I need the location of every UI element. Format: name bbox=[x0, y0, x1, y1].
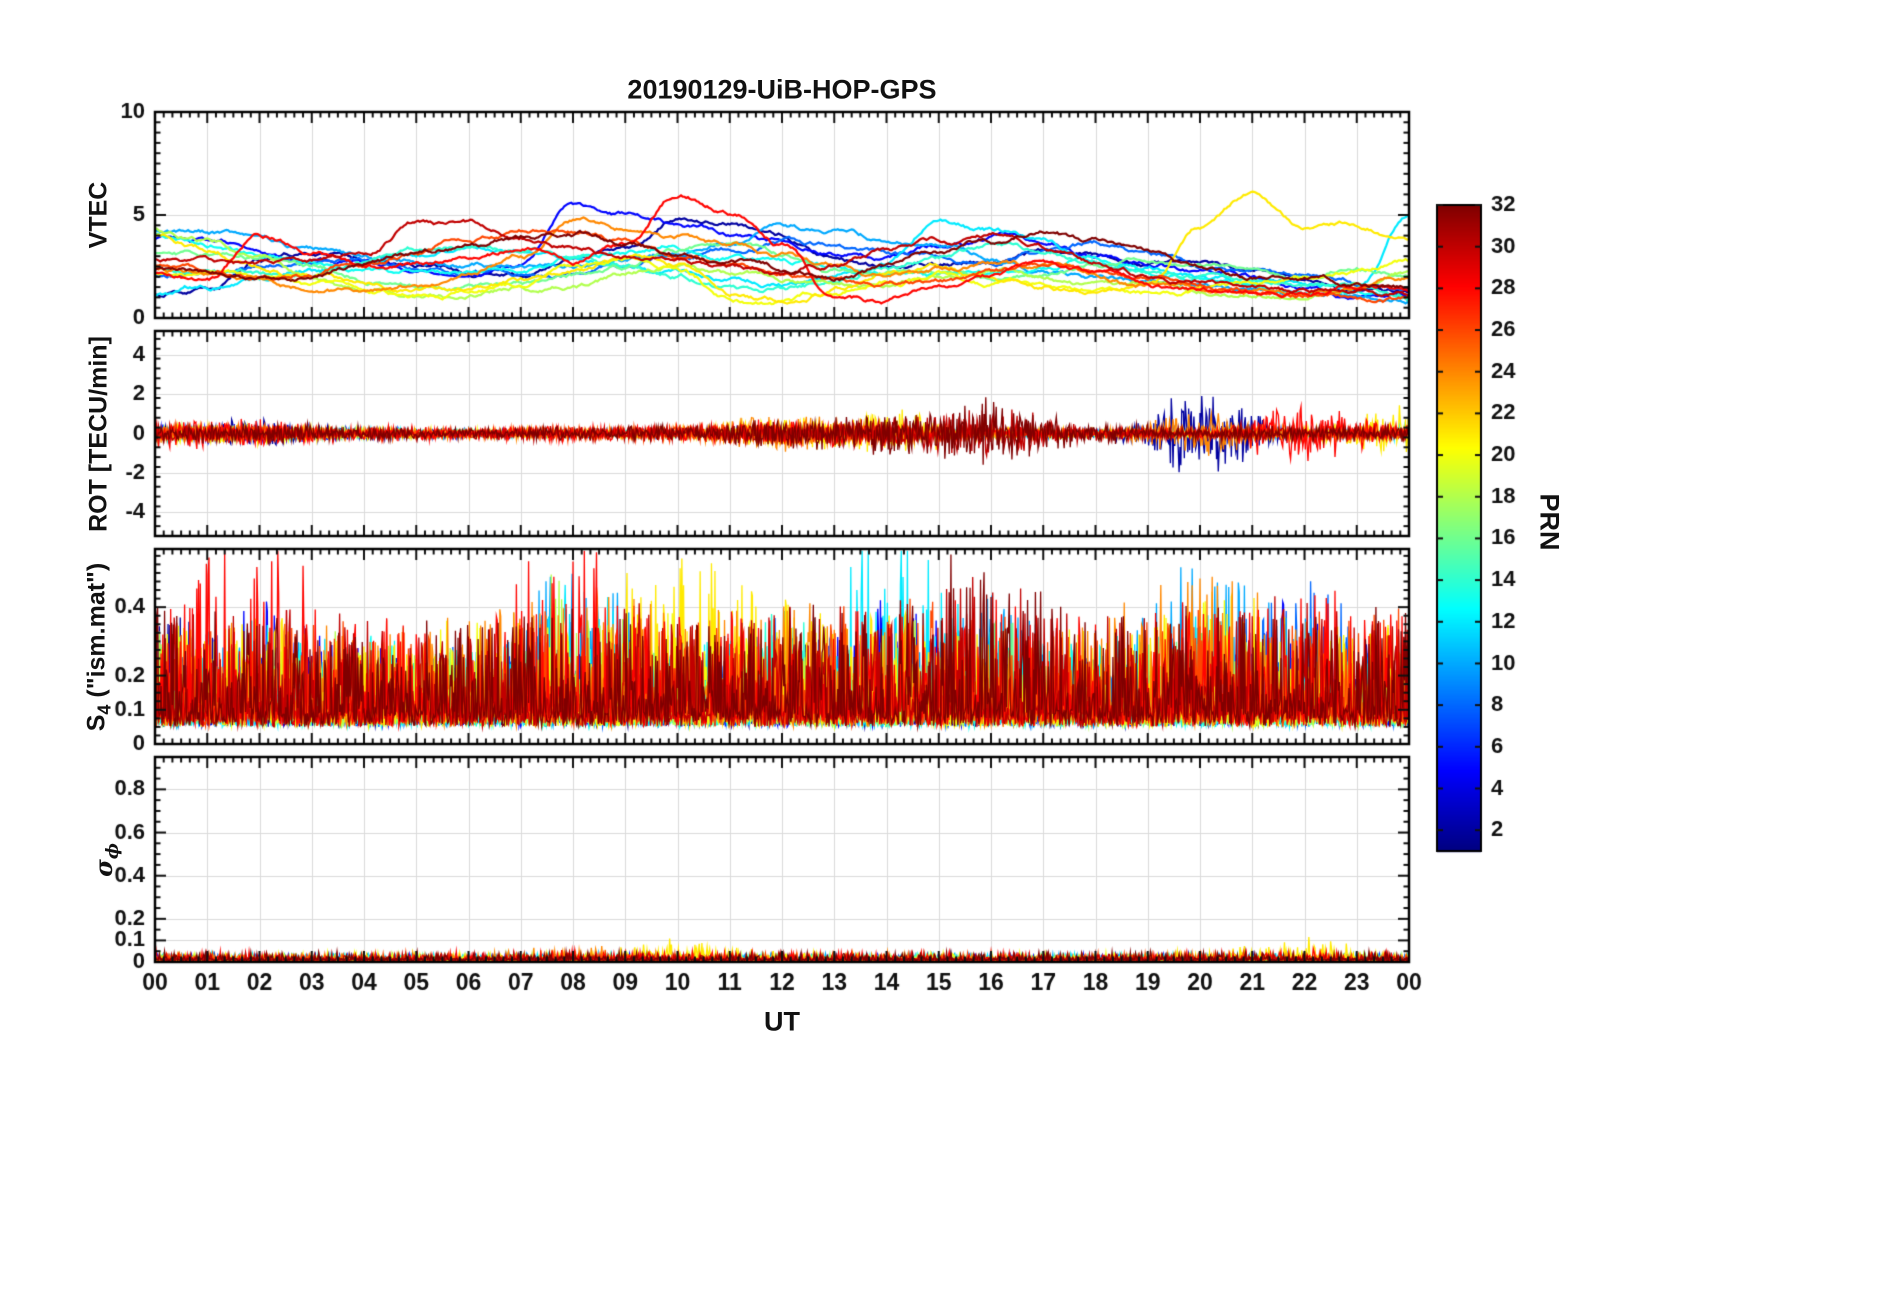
ylabel-sigma-phi: σϕ bbox=[89, 843, 123, 877]
ylabel-s4-sub: 4 bbox=[94, 704, 115, 715]
ylabel-s4-rest: ("ism.mat") bbox=[82, 562, 111, 705]
ylabel-s4: S4 ("ism.mat") bbox=[83, 563, 116, 732]
ylabel-s4-main: S bbox=[82, 714, 111, 732]
chart-title: 20190129-UiB-HOP-GPS bbox=[627, 74, 937, 105]
ylabel-phi: ϕ bbox=[102, 843, 123, 860]
ylabel-sigma: σ bbox=[89, 859, 119, 877]
colorbar-label: PRN bbox=[1534, 493, 1565, 551]
ylabel-rot: ROT [TECU/min] bbox=[84, 336, 113, 532]
xlabel-ut: UT bbox=[764, 1006, 800, 1037]
ylabel-vtec: VTEC bbox=[84, 181, 113, 249]
